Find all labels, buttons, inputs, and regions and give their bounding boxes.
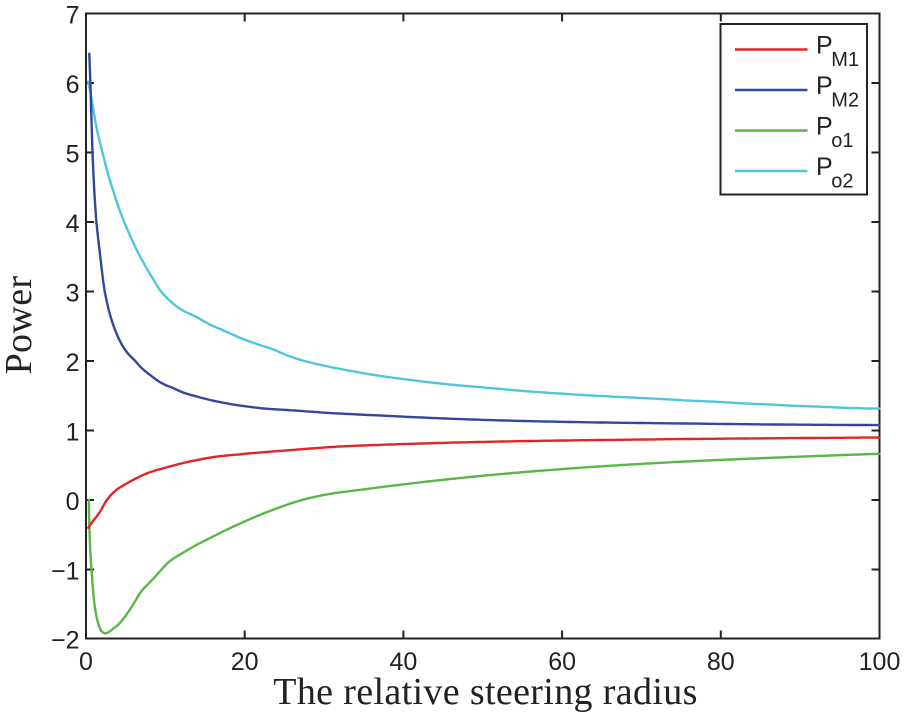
svg-text:40: 40 bbox=[389, 648, 417, 676]
svg-text:−1: −1 bbox=[51, 557, 80, 585]
svg-text:P: P bbox=[816, 31, 833, 59]
svg-text:5: 5 bbox=[66, 140, 80, 168]
svg-text:o1: o1 bbox=[831, 130, 853, 152]
svg-text:3: 3 bbox=[66, 279, 80, 307]
svg-text:o2: o2 bbox=[831, 171, 853, 193]
svg-text:20: 20 bbox=[231, 648, 259, 676]
svg-text:4: 4 bbox=[66, 210, 80, 238]
svg-text:1: 1 bbox=[66, 418, 80, 446]
svg-text:M2: M2 bbox=[831, 90, 859, 112]
svg-text:The relative steering radius: The relative steering radius bbox=[273, 671, 697, 713]
svg-text:P: P bbox=[816, 153, 833, 181]
svg-text:P: P bbox=[816, 112, 833, 140]
svg-text:80: 80 bbox=[707, 648, 735, 676]
svg-text:Power: Power bbox=[0, 276, 40, 375]
svg-text:7: 7 bbox=[66, 1, 80, 29]
svg-text:M1: M1 bbox=[831, 49, 859, 71]
svg-text:2: 2 bbox=[66, 349, 80, 377]
svg-text:0: 0 bbox=[79, 648, 93, 676]
svg-text:6: 6 bbox=[66, 71, 80, 99]
svg-text:60: 60 bbox=[548, 648, 576, 676]
svg-text:100: 100 bbox=[859, 648, 901, 676]
svg-text:−2: −2 bbox=[51, 626, 80, 654]
svg-text:P: P bbox=[816, 72, 833, 100]
svg-text:0: 0 bbox=[66, 488, 80, 516]
